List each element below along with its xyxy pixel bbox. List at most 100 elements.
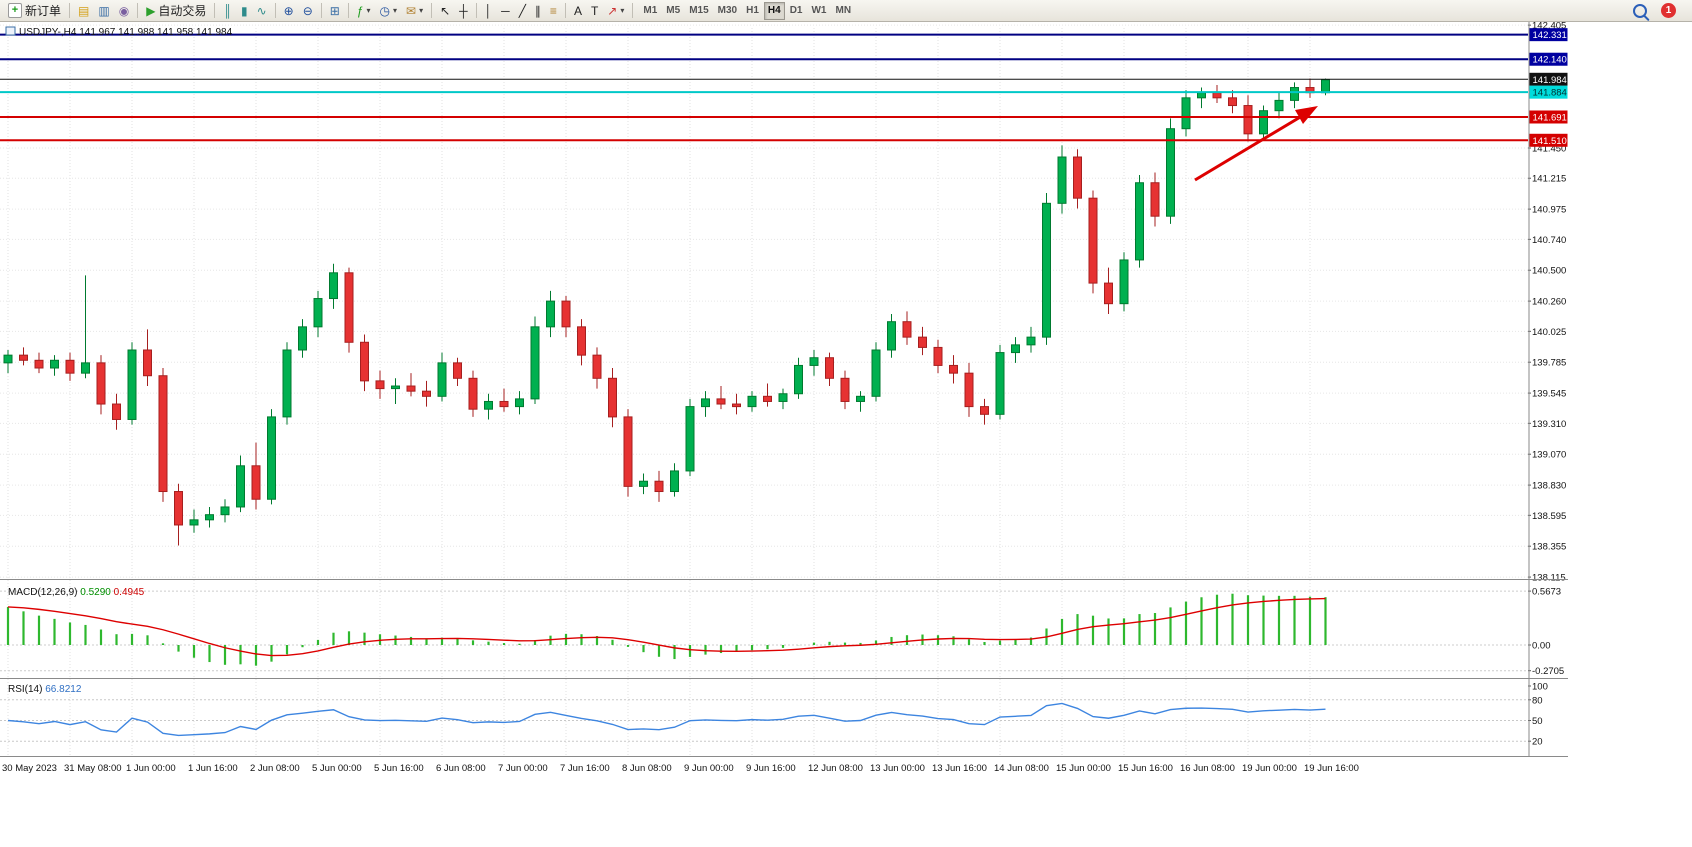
candle-up[interactable]: [1135, 182, 1144, 261]
candle-up[interactable]: [267, 416, 276, 500]
line-chart-button[interactable]: ∿: [253, 1, 271, 21]
candle-down[interactable]: [1104, 282, 1113, 305]
candle-up[interactable]: [220, 506, 230, 516]
text-button[interactable]: A: [570, 1, 586, 21]
candle-up[interactable]: [484, 400, 493, 410]
tile-windows-button[interactable]: ⊞: [326, 1, 344, 21]
candle-up[interactable]: [127, 349, 137, 420]
candle-up[interactable]: [1197, 92, 1206, 99]
candle-up[interactable]: [887, 321, 896, 351]
timeframe-h1-button[interactable]: H1: [742, 2, 763, 20]
candle-up[interactable]: [236, 465, 245, 508]
zoom-in-button[interactable]: ⊕: [280, 1, 298, 21]
candle-up[interactable]: [995, 352, 1005, 415]
candle-up[interactable]: [856, 395, 865, 402]
timeframe-m30-button[interactable]: M30: [714, 2, 741, 20]
candle-up[interactable]: [778, 393, 788, 402]
candle-down[interactable]: [468, 377, 478, 410]
candle-up[interactable]: [50, 359, 59, 369]
candle-down[interactable]: [499, 400, 509, 408]
auto-trading-button[interactable]: ▶ 自动交易: [142, 1, 210, 21]
timeframe-d1-button[interactable]: D1: [786, 2, 807, 20]
alert-badge[interactable]: 1: [1661, 3, 1676, 18]
candle-down[interactable]: [375, 380, 385, 390]
search-button[interactable]: [1629, 1, 1651, 21]
candle-down[interactable]: [980, 406, 989, 415]
candle-up[interactable]: [871, 349, 881, 397]
candle-up[interactable]: [391, 385, 400, 390]
bar-chart-button[interactable]: ║: [219, 1, 236, 21]
chart-canvas[interactable]: 30 May 2023 31 May 08:00 1 Jun 00:00 1 Jun …: [0, 21, 1568, 842]
candle-up[interactable]: [701, 398, 710, 408]
fibonacci-button[interactable]: ≡: [546, 1, 561, 21]
cursor-button[interactable]: ↖: [436, 1, 454, 21]
candle-down[interactable]: [732, 403, 741, 408]
candle-down[interactable]: [1228, 97, 1237, 107]
candle-down[interactable]: [1073, 156, 1082, 199]
candle-down[interactable]: [949, 364, 958, 374]
candle-up[interactable]: [282, 349, 292, 418]
timeframe-mn-button[interactable]: MN: [831, 2, 855, 20]
candle-up[interactable]: [1181, 97, 1191, 130]
candle-up[interactable]: [685, 406, 695, 472]
candle-up[interactable]: [670, 470, 679, 493]
candle-up[interactable]: [1011, 344, 1020, 354]
periods-button[interactable]: ◷ ▾: [376, 1, 402, 21]
candle-down[interactable]: [174, 491, 183, 526]
candle-up[interactable]: [1290, 87, 1299, 101]
candle-up[interactable]: [1321, 79, 1330, 94]
candle-down[interactable]: [1150, 182, 1160, 217]
timeframe-m5-button[interactable]: M5: [662, 2, 684, 20]
candle-down[interactable]: [34, 359, 44, 369]
candle-up[interactable]: [3, 354, 13, 364]
market-watch-button[interactable]: ▤: [74, 1, 93, 21]
candle-down[interactable]: [577, 326, 586, 356]
indicators-button[interactable]: ƒ ▾: [353, 1, 375, 21]
timeframe-m15-button[interactable]: M15: [685, 2, 712, 20]
templates-button[interactable]: ✉ ▾: [402, 1, 427, 21]
candle-down[interactable]: [19, 354, 28, 361]
candle-up[interactable]: [794, 364, 803, 395]
candle-up[interactable]: [515, 398, 524, 408]
candle-down[interactable]: [1212, 92, 1222, 99]
candle-down[interactable]: [453, 362, 462, 379]
data-window-button[interactable]: ▥: [94, 1, 113, 21]
timeframe-m1-button[interactable]: M1: [639, 2, 661, 20]
candle-up[interactable]: [546, 300, 555, 328]
candle-down[interactable]: [964, 372, 974, 408]
navigator-button[interactable]: ◉: [115, 1, 133, 21]
candle-down[interactable]: [406, 385, 416, 392]
candle-down[interactable]: [654, 480, 664, 493]
candle-down[interactable]: [840, 377, 850, 402]
vertical-line-button[interactable]: │: [481, 1, 497, 21]
candle-up[interactable]: [189, 519, 199, 526]
candle-up[interactable]: [639, 480, 648, 487]
candle-up[interactable]: [1166, 128, 1175, 217]
zoom-out-button[interactable]: ⊖: [299, 1, 317, 21]
candle-up[interactable]: [809, 357, 819, 366]
candle-down[interactable]: [1088, 197, 1098, 284]
candle-down[interactable]: [608, 377, 617, 418]
timeframe-h4-button[interactable]: H4: [763, 1, 785, 20]
candle-up[interactable]: [1042, 202, 1051, 338]
candlestick-chart-button[interactable]: ▮: [237, 1, 252, 21]
candle-down[interactable]: [902, 321, 912, 338]
candle-down[interactable]: [143, 349, 152, 377]
candle-up[interactable]: [1274, 99, 1284, 112]
candle-down[interactable]: [592, 354, 602, 379]
candle-up[interactable]: [329, 272, 338, 300]
candle-up[interactable]: [313, 298, 323, 328]
candle-up[interactable]: [205, 514, 214, 521]
candle-up[interactable]: [81, 362, 90, 374]
candle-up[interactable]: [1026, 336, 1036, 346]
candle-down[interactable]: [422, 390, 431, 397]
crosshair-button[interactable]: ┼: [455, 1, 472, 21]
candle-down[interactable]: [825, 357, 834, 379]
candle-down[interactable]: [561, 300, 571, 328]
trendline-button[interactable]: ╱: [515, 1, 530, 21]
timeframe-w1-button[interactable]: W1: [807, 2, 830, 20]
trend-arrow-line[interactable]: [1194, 114, 1303, 182]
candle-down[interactable]: [158, 375, 168, 493]
candle-up[interactable]: [298, 326, 307, 351]
candle-down[interactable]: [96, 362, 106, 405]
